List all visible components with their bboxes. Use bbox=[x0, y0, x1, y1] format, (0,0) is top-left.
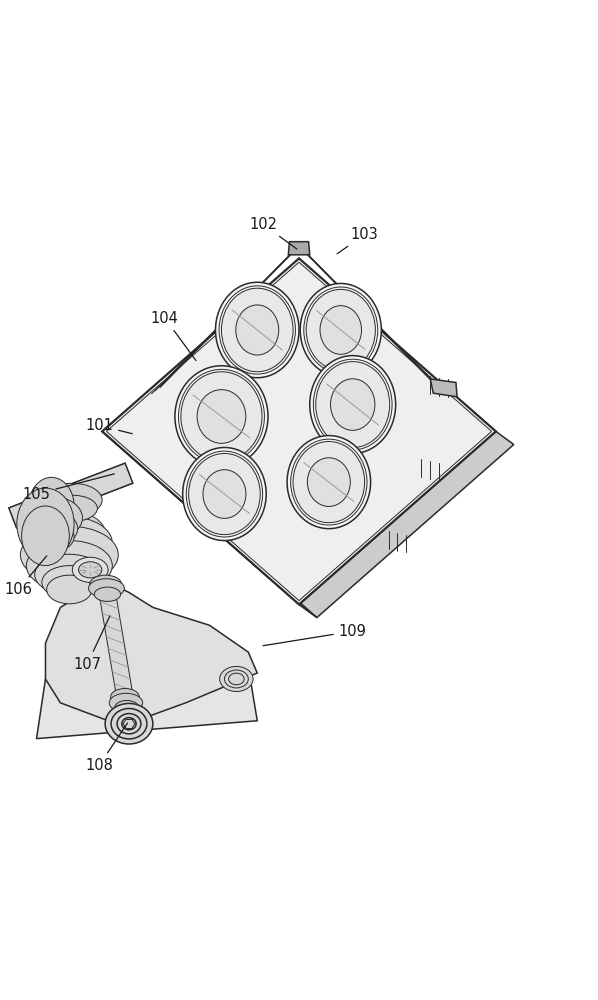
Ellipse shape bbox=[122, 718, 136, 730]
Text: 107: 107 bbox=[73, 616, 110, 672]
Ellipse shape bbox=[188, 453, 260, 535]
Ellipse shape bbox=[47, 575, 92, 604]
Ellipse shape bbox=[25, 511, 78, 547]
Ellipse shape bbox=[228, 673, 244, 685]
Ellipse shape bbox=[179, 369, 264, 464]
Ellipse shape bbox=[20, 526, 118, 584]
Ellipse shape bbox=[47, 495, 97, 521]
Polygon shape bbox=[97, 581, 138, 721]
Polygon shape bbox=[299, 431, 514, 618]
Ellipse shape bbox=[304, 287, 378, 373]
Ellipse shape bbox=[20, 496, 83, 539]
Ellipse shape bbox=[22, 506, 69, 566]
Text: 101: 101 bbox=[86, 418, 132, 434]
Ellipse shape bbox=[42, 483, 102, 517]
Ellipse shape bbox=[236, 305, 279, 355]
Ellipse shape bbox=[300, 283, 382, 377]
Ellipse shape bbox=[115, 700, 139, 715]
Text: 109: 109 bbox=[263, 624, 367, 646]
Polygon shape bbox=[288, 242, 310, 255]
Ellipse shape bbox=[203, 470, 246, 518]
Ellipse shape bbox=[219, 666, 253, 692]
Ellipse shape bbox=[293, 442, 365, 523]
Ellipse shape bbox=[105, 703, 153, 744]
Polygon shape bbox=[102, 258, 496, 604]
Ellipse shape bbox=[186, 451, 263, 537]
Ellipse shape bbox=[287, 436, 371, 529]
Ellipse shape bbox=[197, 390, 246, 443]
Ellipse shape bbox=[181, 372, 262, 461]
Ellipse shape bbox=[307, 458, 350, 506]
Ellipse shape bbox=[320, 306, 362, 354]
Ellipse shape bbox=[331, 379, 375, 430]
Ellipse shape bbox=[35, 554, 104, 595]
Ellipse shape bbox=[29, 522, 74, 552]
Ellipse shape bbox=[26, 541, 112, 591]
Text: 103: 103 bbox=[337, 227, 379, 254]
Polygon shape bbox=[9, 463, 133, 528]
Ellipse shape bbox=[313, 359, 392, 450]
Ellipse shape bbox=[17, 488, 74, 560]
Text: 102: 102 bbox=[249, 217, 297, 249]
Polygon shape bbox=[36, 667, 257, 739]
Polygon shape bbox=[45, 581, 257, 721]
Ellipse shape bbox=[117, 714, 141, 734]
Ellipse shape bbox=[221, 288, 293, 372]
Ellipse shape bbox=[291, 439, 367, 525]
Text: 106: 106 bbox=[5, 556, 47, 597]
Text: 105: 105 bbox=[23, 474, 114, 502]
Ellipse shape bbox=[78, 562, 102, 578]
Ellipse shape bbox=[224, 670, 248, 688]
Ellipse shape bbox=[33, 511, 105, 554]
Ellipse shape bbox=[175, 366, 268, 467]
Polygon shape bbox=[431, 379, 457, 397]
Polygon shape bbox=[102, 431, 317, 618]
Ellipse shape bbox=[109, 693, 143, 712]
Ellipse shape bbox=[111, 689, 139, 705]
Ellipse shape bbox=[94, 587, 121, 601]
Ellipse shape bbox=[182, 448, 266, 541]
Ellipse shape bbox=[310, 356, 396, 453]
Ellipse shape bbox=[89, 579, 124, 598]
Ellipse shape bbox=[111, 709, 147, 739]
Ellipse shape bbox=[90, 575, 121, 592]
Ellipse shape bbox=[72, 557, 108, 582]
Text: 108: 108 bbox=[86, 723, 127, 773]
Text: 104: 104 bbox=[151, 311, 196, 361]
Ellipse shape bbox=[306, 289, 376, 371]
Ellipse shape bbox=[215, 282, 299, 378]
Ellipse shape bbox=[26, 517, 112, 569]
Ellipse shape bbox=[29, 477, 74, 535]
Ellipse shape bbox=[316, 362, 390, 448]
Ellipse shape bbox=[219, 286, 295, 374]
Ellipse shape bbox=[42, 566, 97, 599]
